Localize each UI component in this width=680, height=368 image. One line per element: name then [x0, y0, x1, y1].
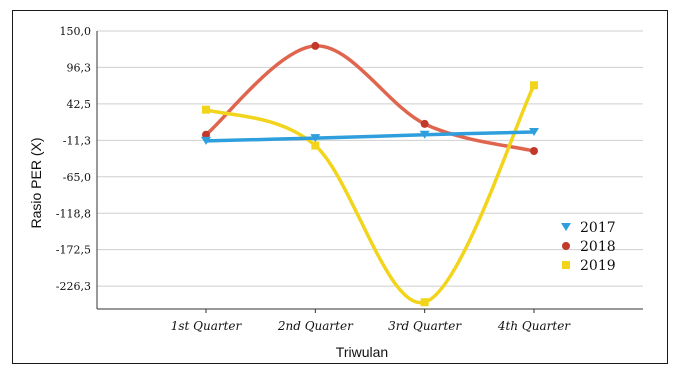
axes: [96, 31, 643, 313]
data-point-2019: [529, 81, 538, 90]
data-point-2018: [420, 119, 429, 128]
y-tick-label: 42,5: [67, 98, 92, 111]
y-tick-label: -172,5: [56, 244, 91, 257]
y-tick-label: 150,0: [60, 25, 92, 38]
y-tick-label: 96,3: [67, 61, 92, 74]
series-markers: [201, 41, 539, 307]
y-tick-label: -118,8: [56, 207, 91, 220]
data-point-2018: [529, 147, 538, 156]
x-tick-labels: 1st Quarter 2nd Quarter 3rd Quarter 4th Qua…: [171, 319, 572, 333]
legend-marker-2017: [561, 223, 571, 231]
series-lines: [204, 44, 536, 305]
y-tick-labels: 150,0 96,3 42,5 -11,3 -65,0 -118,8 -172,5 -226,…: [56, 25, 91, 293]
data-point-2017: [419, 130, 430, 139]
legend: 2017 2018 2019: [561, 220, 616, 274]
x-tick-label: 1st Quarter: [171, 319, 243, 333]
data-point-2019: [311, 141, 320, 150]
data-point-2017: [310, 134, 321, 143]
series-line-2019: [204, 83, 536, 305]
y-tick-label: -65,0: [63, 171, 91, 184]
legend-label: 2019: [580, 258, 616, 274]
line-chart: 150,0 96,3 42,5 -11,3 -65,0 -118,8 -172,5 -226,…: [28, 25, 643, 360]
grid: [97, 30, 643, 287]
chart-frame: 150,0 96,3 42,5 -11,3 -65,0 -118,8 -172,5 -226,…: [12, 10, 668, 364]
legend-marker-2018: [562, 242, 570, 250]
y-tick-label: -11,3: [63, 134, 91, 147]
data-point-2017: [201, 136, 211, 145]
data-point-2017: [528, 128, 539, 137]
series-line-2017: [204, 130, 536, 143]
legend-label: 2018: [580, 239, 616, 255]
x-axis-label: Triwulan: [336, 344, 388, 360]
legend-label: 2017: [580, 220, 616, 236]
x-tick-label: 2nd Quarter: [277, 319, 354, 333]
x-tick-label: 3rd Quarter: [388, 319, 462, 333]
data-point-2019: [202, 105, 210, 114]
x-tick-label: 4th Quarter: [497, 319, 571, 333]
y-axis-label: Rasio PER (X): [28, 137, 44, 228]
y-tick-label: -226,3: [56, 280, 91, 293]
series-line-2018: [204, 44, 536, 153]
data-point-2018: [202, 130, 210, 139]
legend-marker-2019: [562, 261, 570, 269]
data-point-2019: [420, 298, 429, 307]
data-point-2018: [311, 41, 320, 50]
